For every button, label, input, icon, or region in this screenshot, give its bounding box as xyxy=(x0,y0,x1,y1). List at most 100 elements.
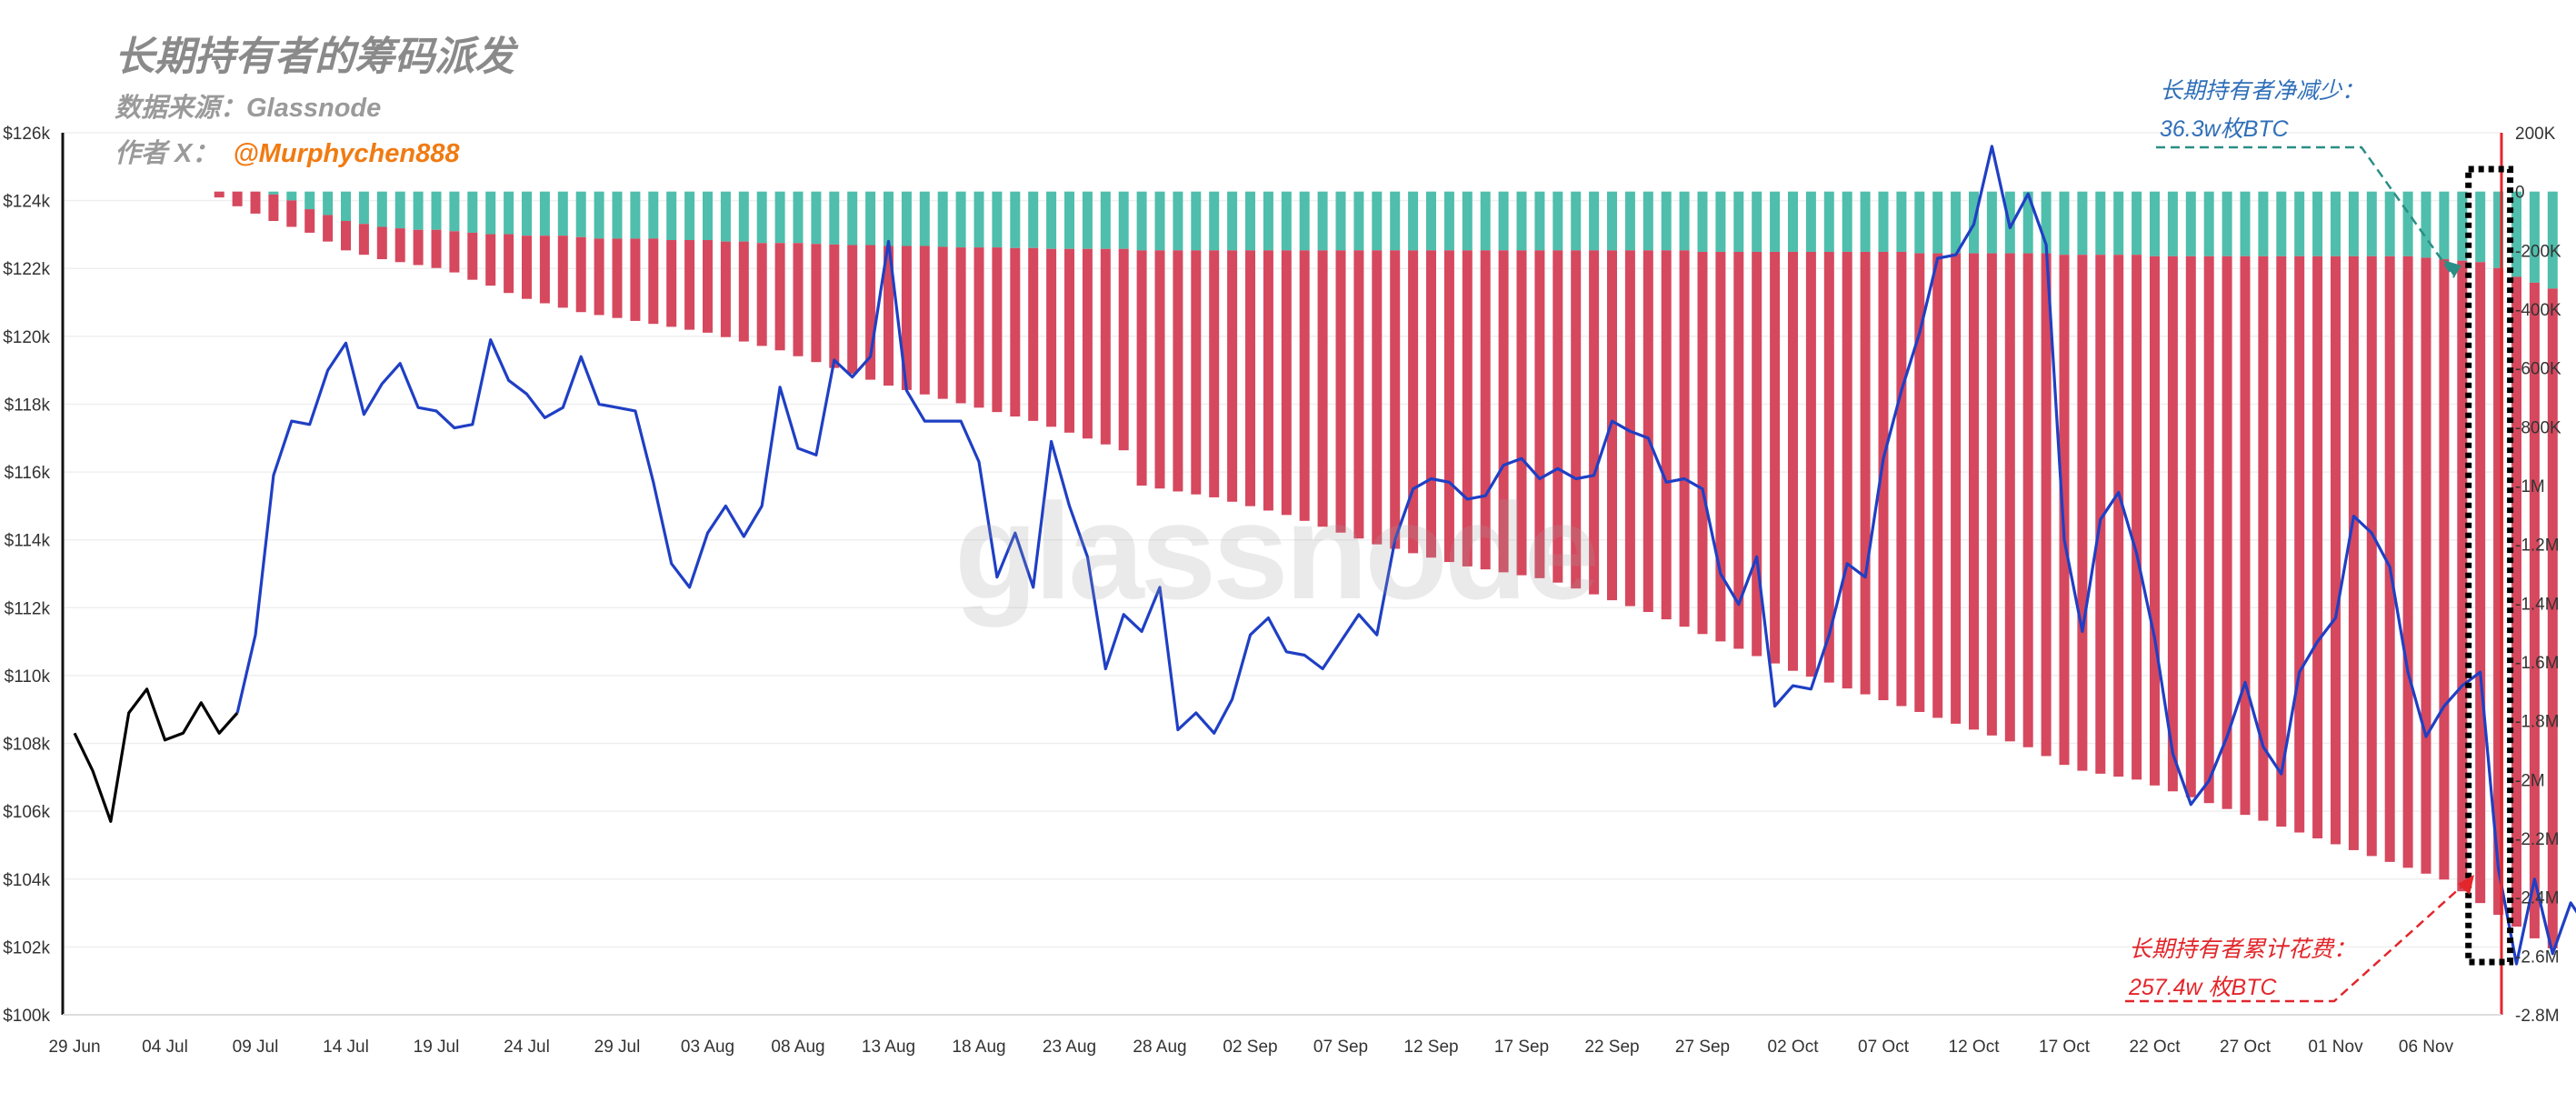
cumulative-spent-bar xyxy=(2041,253,2052,757)
cumulative-spent-bar xyxy=(2095,255,2106,774)
net-change-bar xyxy=(2132,191,2142,256)
net-change-bar xyxy=(1805,191,1816,252)
net-change-bar xyxy=(2059,191,2070,256)
net-change-bar xyxy=(2258,191,2269,256)
cumulative-spent-bar xyxy=(1046,248,1057,427)
net-change-bar xyxy=(1118,191,1129,249)
net-change-bar xyxy=(955,191,966,248)
right-tick-label: -2.2M xyxy=(2515,830,2560,849)
x-tick-label: 17 Oct xyxy=(2039,1038,2091,1057)
net-change-bar xyxy=(1335,191,1346,251)
net-change-bar xyxy=(1100,191,1111,249)
right-tick-label: 200K xyxy=(2515,125,2556,144)
left-tick-label: $108k xyxy=(3,736,50,755)
net-change-bar xyxy=(1642,191,1653,251)
net-change-bar xyxy=(1951,191,1962,254)
cumulative-spent-bar xyxy=(1462,250,1473,567)
x-tick-label: 23 Aug xyxy=(1043,1038,1096,1057)
cumulative-spent-bar xyxy=(2366,256,2377,857)
cumulative-spent-bar xyxy=(865,245,876,380)
net-change-bar xyxy=(2421,191,2431,258)
right-tick-label: -1.2M xyxy=(2515,536,2560,556)
net-change-bar xyxy=(2402,191,2413,256)
right-tick-label: 0 xyxy=(2515,184,2525,203)
right-tick-label: -1.6M xyxy=(2515,654,2560,673)
right-tick-label: -800K xyxy=(2515,418,2561,437)
cumulative-spent-bar xyxy=(829,244,840,368)
right-tick-label: -2.4M xyxy=(2515,889,2560,908)
cumulative-spent-bar xyxy=(1227,250,1238,502)
net-change-bar xyxy=(919,191,930,246)
net-decrease-annotation-line2: 36.3w枚BTC xyxy=(2160,116,2289,142)
author-prefix: 作者 X： xyxy=(115,139,219,168)
price-line-early xyxy=(73,687,239,823)
net-change-bar xyxy=(557,191,568,236)
x-tick-label: 29 Jun xyxy=(48,1038,100,1057)
cumulative-spent-bar xyxy=(919,246,930,395)
cumulative-spent-bar xyxy=(1390,250,1401,549)
net-change-bar xyxy=(1697,191,1708,252)
net-change-bar xyxy=(358,191,369,225)
net-change-bar xyxy=(2457,191,2468,261)
cumulative-spent-bar xyxy=(1408,250,1419,554)
cumulative-spent-bar xyxy=(376,226,387,260)
cumulative-spent-bar xyxy=(2511,276,2521,927)
cumulative-spent-bar xyxy=(1245,250,1255,506)
cumulative-spent-bar xyxy=(1209,250,1220,497)
x-tick-label: 07 Oct xyxy=(1858,1038,1910,1057)
axes xyxy=(61,133,2503,1016)
left-tick-label: $122k xyxy=(3,260,50,279)
cumulative-spent-bar xyxy=(431,229,442,268)
net-change-bar xyxy=(1860,191,1871,252)
net-change-bar xyxy=(485,191,496,235)
net-change-bar xyxy=(341,191,351,221)
left-tick-label: $124k xyxy=(3,193,50,212)
net-change-bar xyxy=(2493,191,2504,268)
x-tick-label: 14 Jul xyxy=(323,1038,369,1057)
x-tick-label: 27 Sep xyxy=(1675,1038,1730,1057)
net-change-bar xyxy=(2276,191,2287,256)
cumulative-spent-bar xyxy=(1028,247,1039,421)
cumulative-spent-bar xyxy=(1642,250,1653,613)
left-tick-label: $118k xyxy=(5,396,51,415)
cumulative-spent-bar xyxy=(305,209,315,233)
net-change-bar xyxy=(973,191,984,248)
net-change-bar xyxy=(1317,191,1328,251)
cumulative-spent-bar xyxy=(1805,251,1816,677)
net-decrease-arrowhead xyxy=(2443,260,2461,277)
cumulative-spent-bar xyxy=(1064,248,1074,433)
x-tick-label: 02 Sep xyxy=(1223,1038,1277,1057)
cumulative-spent-bar xyxy=(467,232,478,280)
cumulative-spent-bar xyxy=(2475,262,2486,904)
left-tick-label: $102k xyxy=(3,938,50,958)
cumulative-spent-bar xyxy=(341,221,351,251)
cumulative-spent-bar xyxy=(793,243,804,356)
cumulative-spent-bar xyxy=(557,236,568,308)
net-change-bar xyxy=(648,191,659,239)
data-source-label: 数据来源：Glassnode xyxy=(115,94,382,123)
net-change-bar xyxy=(2384,191,2395,256)
x-tick-label: 12 Oct xyxy=(1949,1038,2001,1057)
cumulative-spent-bar xyxy=(413,229,424,266)
net-change-bar xyxy=(2312,191,2323,256)
net-change-bar xyxy=(992,191,1003,248)
net-change-bar xyxy=(1281,191,1292,251)
net-change-bar xyxy=(2294,191,2305,256)
cumulative-spent-bar xyxy=(684,240,695,330)
cumulative-spent-bar xyxy=(1823,251,1834,683)
net-change-bar xyxy=(1553,191,1563,251)
cumulative-spent-bar xyxy=(1480,250,1491,570)
cumulative-spent-bar xyxy=(1353,250,1364,539)
net-change-bar xyxy=(2366,191,2377,256)
cumulative-spent-bar xyxy=(2421,257,2431,874)
cumulative-spent-bar xyxy=(1516,250,1527,576)
net-change-bar xyxy=(2529,191,2540,283)
net-change-bar xyxy=(829,191,840,245)
net-change-bar xyxy=(865,191,876,246)
x-tick-label: 29 Jul xyxy=(594,1038,641,1057)
cumulative-spent-bar xyxy=(703,240,713,333)
right-tick-label: -200K xyxy=(2515,242,2561,261)
net-change-bar xyxy=(394,191,405,229)
cumulative-spent-bar xyxy=(485,234,496,286)
cumulative-spent-bar xyxy=(1589,250,1600,595)
